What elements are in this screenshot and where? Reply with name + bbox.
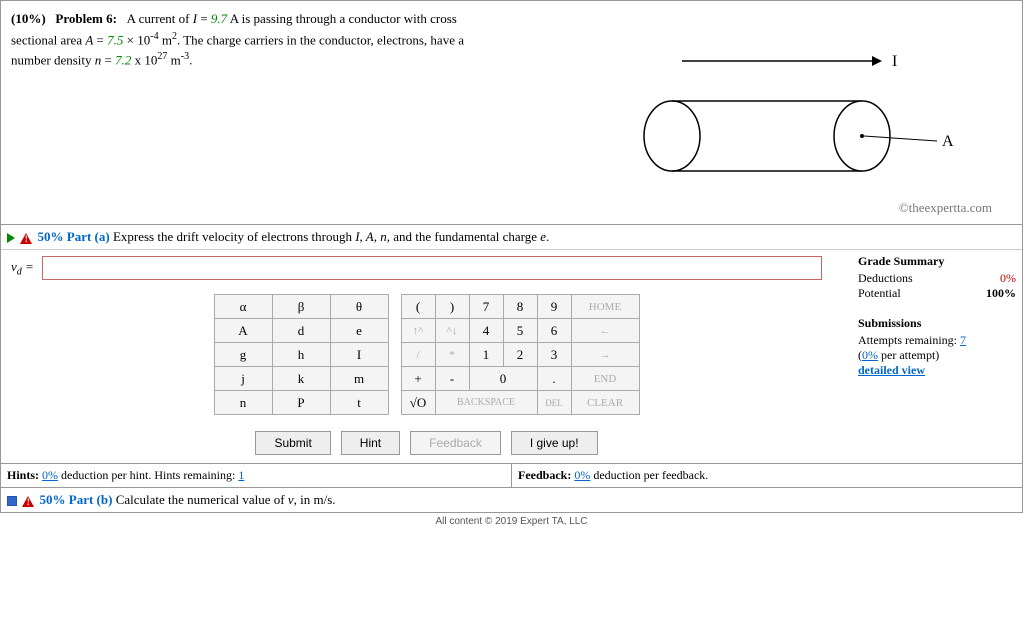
key-h[interactable]: h xyxy=(272,343,330,367)
key-A[interactable]: A xyxy=(214,319,272,343)
problem-box: (10%) Problem 6: A current of I = 9.7 A … xyxy=(0,0,1023,225)
key-0[interactable]: 0 xyxy=(469,367,537,391)
keypad-area: αβθ Ade ghI jkm nPt ()789HOME ↑^^↓456← /… xyxy=(1,286,852,429)
parts-container: 50% Part (a) Express the drift velocity … xyxy=(0,225,1023,513)
giveup-button[interactable]: I give up! xyxy=(511,431,598,455)
key-up[interactable]: ↑^ xyxy=(401,319,435,343)
key-9[interactable]: 9 xyxy=(537,295,571,319)
hints-cell: Hints: 0% deduction per hint. Hints rema… xyxy=(1,464,512,487)
key-del[interactable]: DEL xyxy=(537,391,571,415)
key-theta[interactable]: θ xyxy=(330,295,388,319)
key-j[interactable]: j xyxy=(214,367,272,391)
feedback-button[interactable]: Feedback xyxy=(410,431,501,455)
key-7[interactable]: 7 xyxy=(469,295,503,319)
key-t[interactable]: t xyxy=(330,391,388,415)
key-d[interactable]: d xyxy=(272,319,330,343)
key-lparen[interactable]: ( xyxy=(401,295,435,319)
copyright: ©theexpertta.com xyxy=(899,200,992,216)
answer-row: vd = xyxy=(1,250,852,286)
key-minus[interactable]: - xyxy=(435,367,469,391)
per-attempt-link[interactable]: 0% xyxy=(862,348,878,362)
collapse-icon[interactable] xyxy=(7,496,17,506)
key-P[interactable]: P xyxy=(272,391,330,415)
key-2[interactable]: 2 xyxy=(503,343,537,367)
key-mul[interactable]: * xyxy=(435,343,469,367)
key-n[interactable]: n xyxy=(214,391,272,415)
key-down[interactable]: ^↓ xyxy=(435,319,469,343)
key-right[interactable]: → xyxy=(571,343,639,367)
detailed-view-link[interactable]: detailed view xyxy=(858,363,925,377)
key-clear[interactable]: CLEAR xyxy=(571,391,639,415)
submissions-header: Submissions xyxy=(858,316,1016,331)
I-label: I xyxy=(892,53,897,70)
button-row: Submit Hint Feedback I give up! xyxy=(1,429,852,463)
problem-weight: (10%) xyxy=(11,11,46,26)
key-dot[interactable]: . xyxy=(537,367,571,391)
key-beta[interactable]: β xyxy=(272,295,330,319)
numeric-keypad: ()789HOME ↑^^↓456← /*123→ +-0.END √OBACK… xyxy=(401,294,640,415)
problem-text: (10%) Problem 6: A current of I = 9.7 A … xyxy=(11,9,571,70)
symbol-keypad: αβθ Ade ghI jkm nPt xyxy=(214,294,389,415)
part-a-header: 50% Part (a) Express the drift velocity … xyxy=(1,225,1022,250)
hints-remaining-link[interactable]: 1 xyxy=(238,468,244,482)
warning-icon xyxy=(22,496,34,507)
key-6[interactable]: 6 xyxy=(537,319,571,343)
vd-label: vd = xyxy=(11,259,34,278)
expand-icon[interactable] xyxy=(7,233,15,243)
key-4[interactable]: 4 xyxy=(469,319,503,343)
hints-feedback-row: Hints: 0% deduction per hint. Hints rema… xyxy=(1,463,1022,487)
key-g[interactable]: g xyxy=(214,343,272,367)
key-rparen[interactable]: ) xyxy=(435,295,469,319)
conductor-diagram: I A xyxy=(632,31,982,181)
key-backspace[interactable]: BACKSPACE xyxy=(435,391,537,415)
feedback-cell: Feedback: 0% deduction per feedback. xyxy=(512,464,1022,487)
key-3[interactable]: 3 xyxy=(537,343,571,367)
answer-input[interactable] xyxy=(42,256,822,280)
attempts-link[interactable]: 7 xyxy=(960,333,966,347)
key-left[interactable]: ← xyxy=(571,319,639,343)
key-end[interactable]: END xyxy=(571,367,639,391)
part-b-header: 50% Part (b) Calculate the numerical val… xyxy=(1,487,1022,512)
key-8[interactable]: 8 xyxy=(503,295,537,319)
key-plus[interactable]: + xyxy=(401,367,435,391)
key-e[interactable]: e xyxy=(330,319,388,343)
grade-panel: Grade Summary Deductions0% Potential100%… xyxy=(852,250,1022,463)
submit-button[interactable]: Submit xyxy=(255,431,330,455)
key-m[interactable]: m xyxy=(330,367,388,391)
hint-pct-link[interactable]: 0% xyxy=(42,468,58,482)
key-home[interactable]: HOME xyxy=(571,295,639,319)
key-sqrt[interactable]: √O xyxy=(401,391,435,415)
feedback-pct-link[interactable]: 0% xyxy=(574,468,590,482)
grade-header: Grade Summary xyxy=(858,254,1016,269)
key-k[interactable]: k xyxy=(272,367,330,391)
problem-label: Problem 6: xyxy=(49,11,117,26)
hint-button[interactable]: Hint xyxy=(341,431,400,455)
footer: All content © 2019 Expert TA, LLC xyxy=(0,513,1023,527)
key-5[interactable]: 5 xyxy=(503,319,537,343)
key-alpha[interactable]: α xyxy=(214,295,272,319)
warning-icon xyxy=(20,233,32,244)
key-div[interactable]: / xyxy=(401,343,435,367)
key-I[interactable]: I xyxy=(330,343,388,367)
key-1[interactable]: 1 xyxy=(469,343,503,367)
A-label: A xyxy=(942,133,954,150)
